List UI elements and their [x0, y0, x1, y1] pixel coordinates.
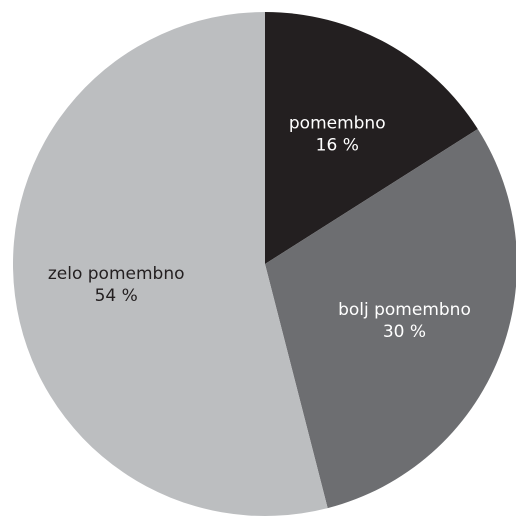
- pie-slice-2: [13, 12, 328, 517]
- pie-slice-1: [265, 128, 516, 509]
- slice-label-0: pomembno: [289, 114, 386, 134]
- pie-slice-0: [265, 12, 478, 264]
- slice-label-1: bolj pomembno: [338, 300, 471, 320]
- slice-label-2: zelo pomembno: [48, 264, 185, 284]
- slice-value-label-0: 16 %: [316, 136, 359, 156]
- slice-value-label-2: 54 %: [95, 286, 138, 306]
- slice-value-label-1: 30 %: [383, 322, 426, 342]
